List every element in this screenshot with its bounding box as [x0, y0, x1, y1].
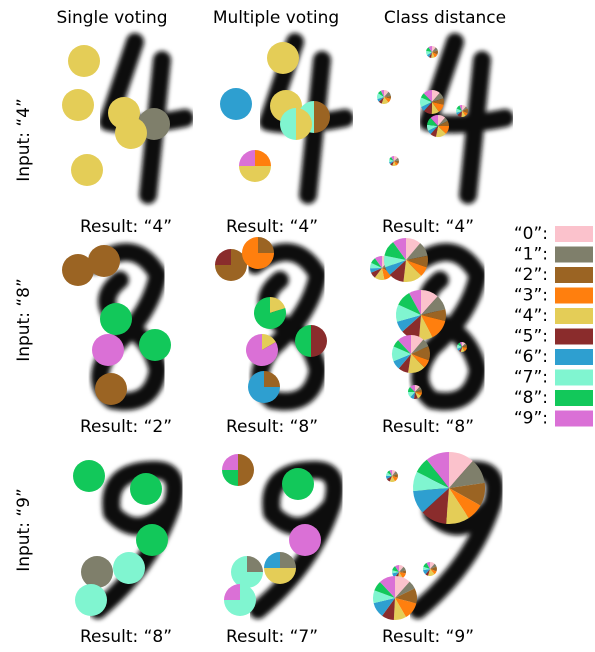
- result-label: Result: “9”: [382, 627, 474, 647]
- vote-circle: [71, 154, 103, 186]
- legend-label: “7”:: [514, 368, 548, 388]
- legend-swatch: [555, 329, 593, 345]
- legend-swatch: [555, 390, 593, 406]
- pie-wedge: [238, 454, 254, 486]
- row-label: Input: “8”: [14, 278, 34, 362]
- pie-wedge: [222, 470, 238, 486]
- row-label: Input: “4”: [14, 98, 34, 182]
- result-label: Result: “8”: [382, 417, 474, 437]
- pie-wedge: [222, 454, 238, 470]
- vote-circle: [139, 329, 171, 361]
- legend-label: “8”:: [514, 388, 548, 408]
- result-label: Result: “4”: [80, 217, 172, 237]
- column-title: Class distance: [384, 8, 506, 28]
- legend-swatch: [555, 411, 593, 427]
- legend-label: “6”:: [514, 347, 548, 367]
- pie-wedge: [239, 166, 271, 182]
- vote-circle: [75, 584, 107, 616]
- pie-wedge: [247, 556, 263, 572]
- result-label: Result: “2”: [80, 417, 172, 437]
- result-label: Result: “4”: [382, 217, 474, 237]
- legend-label: “1”:: [514, 245, 548, 265]
- legend: “0”:“1”:“2”:“3”:“4”:“5”:“6”:“7”:“8”:“9”:: [514, 224, 593, 429]
- pie-wedge: [224, 584, 240, 600]
- figure: Single voting Multiple voting Class dist…: [0, 0, 595, 652]
- row-label: Input: “9”: [14, 488, 34, 572]
- pie-wedge: [258, 237, 274, 253]
- result-label: Result: “7”: [226, 627, 318, 647]
- legend-label: “3”:: [514, 286, 548, 306]
- legend-label: “9”:: [514, 409, 548, 429]
- legend-swatch: [555, 370, 593, 386]
- result-label: Result: “8”: [226, 417, 318, 437]
- legend-swatch: [555, 226, 593, 242]
- vote-circle: [81, 556, 113, 588]
- vote-circle: [289, 524, 321, 556]
- result-label: Result: “8”: [80, 627, 172, 647]
- pie-wedge: [311, 325, 327, 357]
- result-label: Result: “4”: [226, 217, 318, 237]
- legend-swatch: [555, 349, 593, 365]
- pie-wedge: [255, 150, 271, 166]
- vote-circle: [100, 303, 132, 335]
- legend-swatch: [555, 267, 593, 283]
- vote-circle: [62, 89, 94, 121]
- vote-circle: [267, 42, 299, 74]
- vote-circle: [73, 460, 105, 492]
- column-title: Multiple voting: [213, 8, 339, 28]
- vote-circle: [130, 473, 162, 505]
- pie-wedge: [215, 249, 231, 265]
- vote-circle: [282, 468, 314, 500]
- pie-wedge: [239, 150, 255, 166]
- legend-label: “5”:: [514, 327, 548, 347]
- legend-swatch: [555, 308, 593, 324]
- legend-swatch: [555, 288, 593, 304]
- vote-circle: [136, 524, 168, 556]
- pie-wedge: [264, 371, 280, 387]
- pie-wedge: [264, 552, 280, 568]
- vote-circle: [88, 245, 120, 277]
- vote-circle: [113, 552, 145, 584]
- legend-swatch: [555, 247, 593, 263]
- legend-label: “2”:: [514, 265, 548, 285]
- legend-label: “4”:: [514, 306, 548, 326]
- vote-circle: [95, 373, 127, 405]
- legend-label: “0”:: [514, 224, 548, 244]
- vote-circle: [68, 45, 100, 77]
- pie-wedge: [280, 552, 296, 568]
- vote-circle: [220, 88, 252, 120]
- vote-circle: [115, 117, 147, 149]
- column-title: Single voting: [56, 8, 167, 28]
- vote-circle: [92, 334, 124, 366]
